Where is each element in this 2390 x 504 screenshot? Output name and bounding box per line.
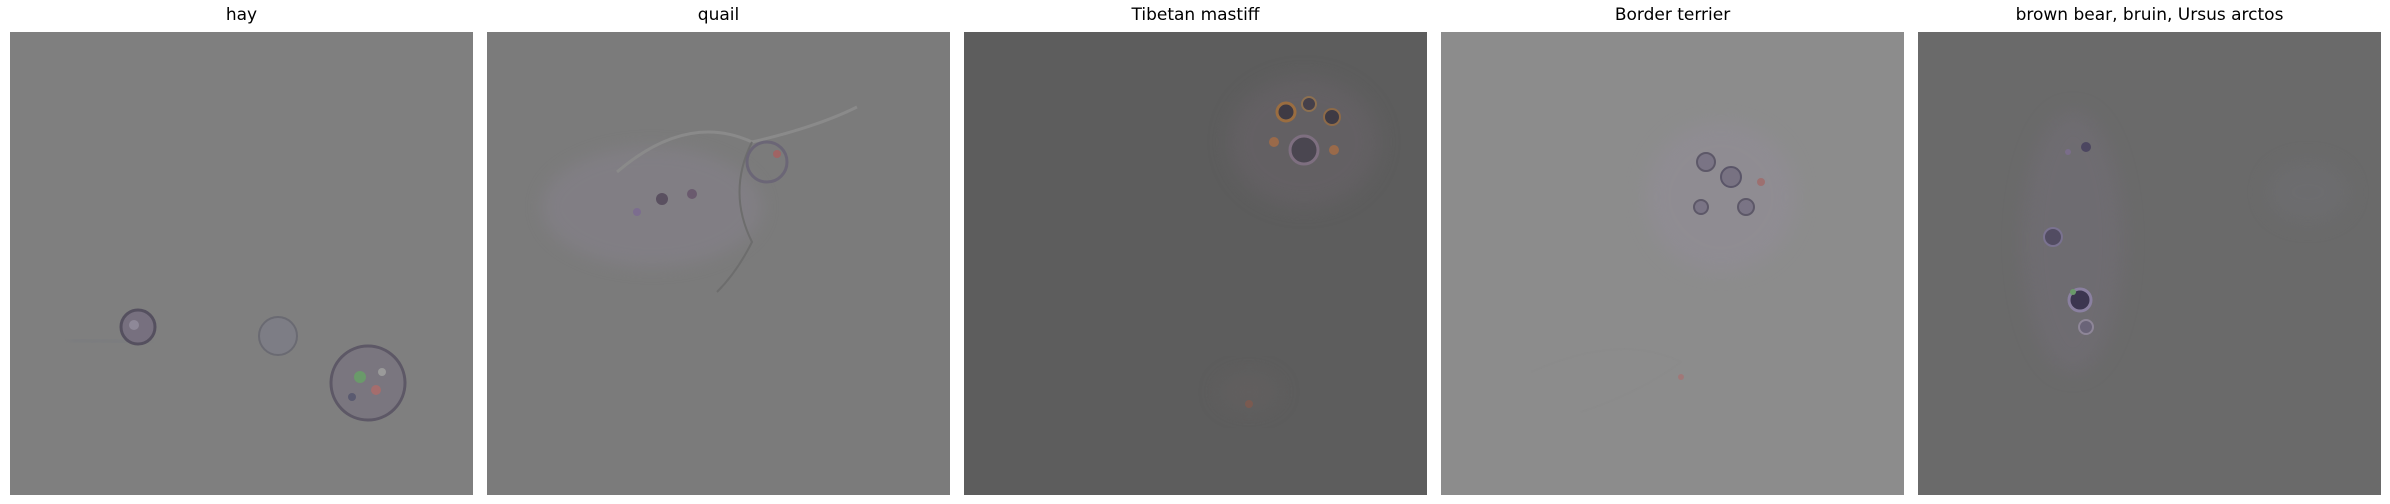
- panel-tibetan-mastiff: Tibetan mastiff: [964, 0, 1427, 504]
- saliency-image: [1441, 32, 1904, 495]
- panel-title: brown bear, bruin, Ursus arctos: [2015, 5, 2284, 25]
- saliency-image: [487, 32, 950, 495]
- saliency-image: [10, 32, 473, 495]
- panel-border-terrier: Border terrier: [1441, 0, 1904, 504]
- saliency-image: [964, 32, 1427, 495]
- panel-title: hay: [225, 5, 258, 25]
- saliency-image: [1918, 32, 2381, 495]
- panel-title: quail: [697, 5, 740, 25]
- panel-hay: hay: [10, 0, 473, 504]
- panel-title: Tibetan mastiff: [1131, 5, 1260, 25]
- panel-quail: quail: [487, 0, 950, 504]
- panel-brown-bear: brown bear, bruin, Ursus arctos: [1918, 0, 2381, 504]
- panel-title: Border terrier: [1614, 5, 1731, 25]
